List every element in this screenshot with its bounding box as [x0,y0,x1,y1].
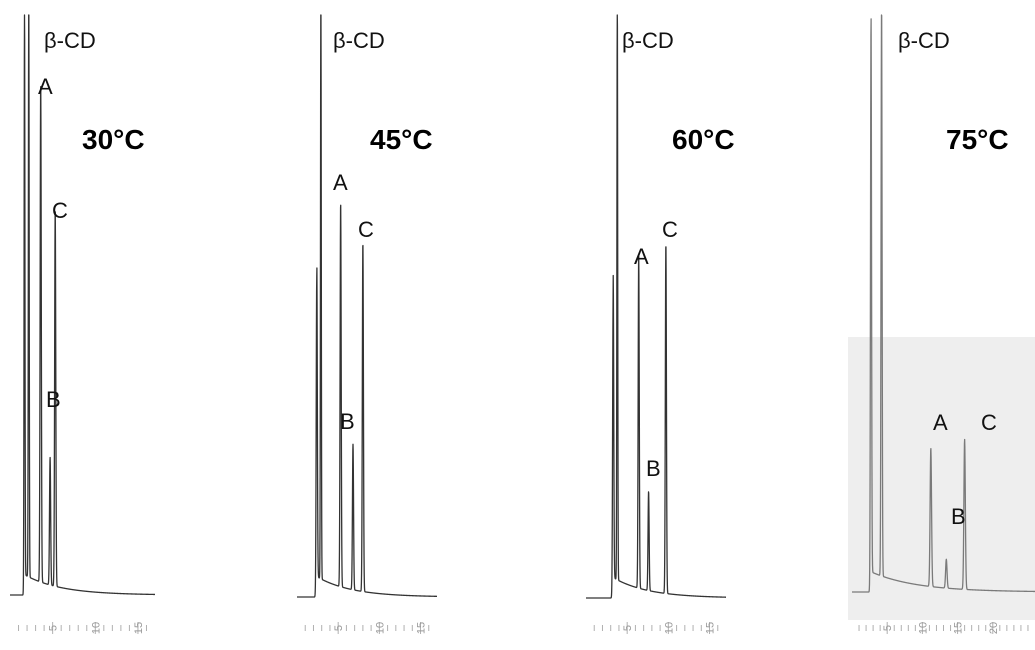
peak-label-b: B [646,456,661,481]
background-patch [848,337,1035,620]
x-tick-label: 5 [882,625,894,631]
peak-label-a: A [333,170,348,195]
temperature-label: 75°C [946,124,1009,155]
x-tick-label: 10 [663,622,675,634]
panel-45c: 5 10 15 β-CD A B C 45°C [296,14,438,634]
chromatogram-trace [585,14,727,599]
x-ticks: 5 10 15 [593,622,719,634]
temperature-label: 60°C [672,124,735,155]
peak-label-bcd: β-CD [333,28,385,53]
peak-label-a: A [634,244,649,269]
panel-30c: 5 10 15 β-CD A B C 30°C [9,14,156,634]
x-tick-label: 15 [705,622,717,634]
panel-75c: 5 10 15 20 β-CD A B C 75°C [848,14,1035,634]
x-ticks: 5 10 15 [304,622,430,634]
x-tick-label: 15 [133,622,145,634]
x-tick-label: 10 [90,622,102,634]
peak-label-c: C [358,217,374,242]
peak-label-a: A [933,410,948,435]
peak-label-c: C [52,198,68,223]
x-tick-label: 10 [917,622,929,634]
x-tick-label: 20 [988,622,1000,634]
panel-60c: 5 10 15 β-CD A B C 60°C [585,14,735,634]
x-tick-label: 15 [416,622,428,634]
x-tick-label: 5 [333,625,345,631]
peak-label-c: C [662,217,678,242]
peak-label-b: B [340,409,355,434]
peak-label-b: B [951,504,966,529]
peak-label-a: A [38,74,53,99]
peak-label-b: B [46,387,61,412]
chromatogram-trace [296,14,438,598]
peak-label-bcd: β-CD [44,28,96,53]
x-tick-label: 10 [374,622,386,634]
peak-label-bcd: β-CD [622,28,674,53]
peak-label-bcd: β-CD [898,28,950,53]
x-tick-label: 5 [48,625,60,631]
peak-label-c: C [981,410,997,435]
chromatogram-trace [851,14,1035,593]
temperature-label: 30°C [82,124,145,155]
x-tick-label: 5 [622,625,634,631]
chromatogram-trace [9,14,156,596]
x-ticks: 5 10 15 [18,622,147,634]
x-tick-label: 15 [953,622,965,634]
x-ticks: 5 10 15 20 [858,622,1029,634]
temperature-label: 45°C [370,124,433,155]
